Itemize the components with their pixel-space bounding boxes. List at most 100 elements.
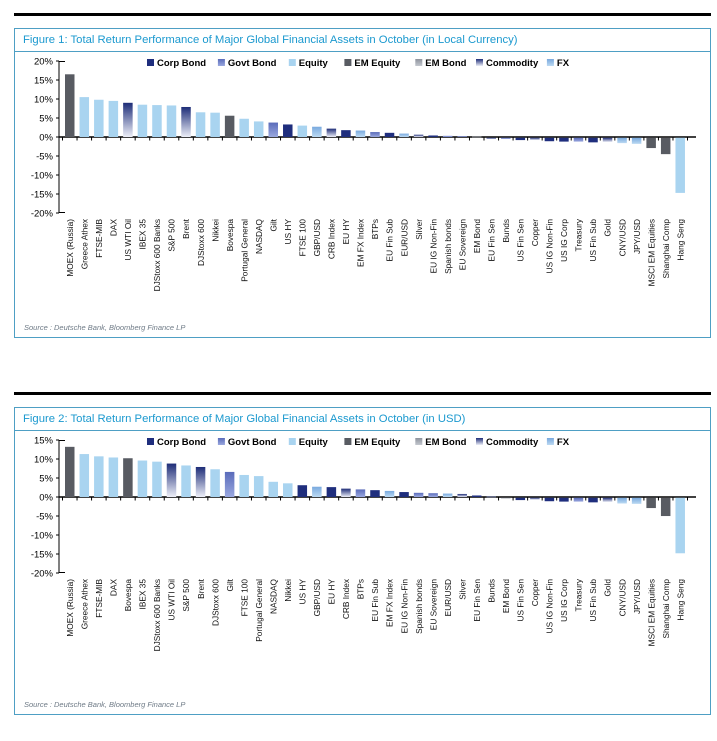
x-category-label: Nikkei	[210, 219, 220, 242]
bar-eu-hy	[326, 487, 337, 497]
bar-dax	[108, 100, 119, 137]
bar-jpy-usd	[631, 137, 642, 144]
legend-swatch-equity	[288, 59, 296, 66]
x-category-label: US Fin Sub	[588, 219, 598, 262]
bar-cny-usd	[617, 137, 627, 144]
x-category-label: Copper	[530, 219, 540, 246]
bar-us-fin-sen	[515, 497, 526, 501]
y-tick-label: 15%	[34, 76, 54, 87]
x-category-label: EM Bond	[472, 219, 482, 254]
x-category-label: US IG Non-Fin	[545, 219, 555, 274]
y-tick-label: -10%	[31, 171, 54, 182]
x-category-label: US IG Corp	[559, 219, 569, 262]
x-category-label: MSCI EM Equities	[646, 219, 656, 286]
x-category-label: EU IG Non-Fin	[428, 219, 438, 274]
y-tick-label: -5%	[36, 152, 53, 163]
bar-us-ig-corp	[559, 137, 569, 142]
figure-2-source: Source : Deutsche Bank, Bloomberg Financ…	[24, 700, 186, 709]
bar-msci-em-equities	[646, 137, 656, 149]
legend-swatch-govt-bond	[217, 59, 225, 66]
bar-treasury	[573, 497, 584, 502]
x-category-label: IBEX 35	[138, 219, 148, 250]
legend-swatch-commodity	[476, 438, 483, 445]
y-tick-label: -20%	[31, 569, 54, 580]
x-category-label: US Fin Sen	[516, 579, 526, 622]
bar-us-hy	[297, 485, 308, 497]
legend-label: EM Bond	[425, 437, 466, 448]
x-category-label: US Fin Sub	[588, 579, 598, 622]
bar-silver	[413, 134, 424, 137]
bar-us-hy	[283, 124, 293, 137]
x-category-label: EM FX Index	[385, 578, 395, 627]
x-category-label: MSCI EM Equities	[646, 579, 656, 646]
x-category-label: NASDAQ	[254, 218, 264, 254]
figure-2-top-rule	[14, 392, 711, 395]
bar-crb-index	[326, 128, 337, 137]
bar-us-fin-sen	[515, 137, 526, 141]
bar-gilt	[268, 122, 278, 137]
x-category-label: EU Fin Sub	[385, 219, 395, 262]
bar-hang-seng	[675, 497, 685, 554]
x-category-label: Gold	[603, 219, 613, 237]
bar-em-fx-index	[355, 130, 366, 137]
legend-swatch-corp-bond	[147, 59, 154, 66]
bar-shanghai-comp	[660, 497, 671, 517]
x-category-label: CNY/USD	[617, 579, 627, 616]
x-category-label: CRB Index	[327, 218, 337, 259]
bar-us-fin-sub	[588, 137, 598, 143]
x-category-label: Greece Athex	[79, 218, 89, 269]
legend-swatch-em-equity	[344, 438, 352, 445]
x-category-label: Shanghai Comp	[661, 579, 671, 639]
x-category-label: Portugal General	[254, 579, 264, 642]
bar-em-bond	[501, 497, 511, 499]
bar-ibex-35	[137, 104, 148, 137]
x-category-label: FTSE 100	[298, 219, 308, 257]
x-category-label: Treasury	[574, 218, 584, 251]
bar-btps	[355, 489, 366, 497]
bar-eu-ig-non-fin	[399, 492, 409, 497]
legend-label: FX	[557, 437, 570, 448]
bar-gbp-usd	[312, 486, 322, 497]
legend-swatch-em-equity	[344, 59, 352, 66]
bar-nasdaq	[268, 481, 278, 497]
legend-swatch-govt-bond	[217, 438, 225, 445]
bar-em-bond	[471, 136, 482, 138]
bar-bovespa	[224, 115, 235, 137]
x-category-label: IBEX 35	[138, 579, 148, 610]
x-category-label: BTPs	[370, 219, 380, 239]
x-category-label: Silver	[414, 219, 424, 240]
bar-nikkei	[283, 483, 293, 497]
legend-label: FX	[557, 58, 570, 69]
bar-eur-usd	[442, 493, 453, 497]
bar-djstoxx-600	[195, 112, 206, 137]
bar-copper	[530, 497, 540, 500]
bar-brent	[181, 106, 191, 137]
bar-treasury	[573, 137, 584, 142]
x-category-label: Hang Seng	[675, 219, 685, 261]
legend-label: Govt Bond	[228, 437, 277, 448]
x-category-label: EU HY	[327, 579, 337, 605]
x-category-label: DJStoxx 600	[196, 219, 206, 266]
bar-btps	[370, 132, 380, 137]
bar-em-fx-index	[384, 490, 395, 497]
bar-crb-index	[341, 488, 351, 497]
x-category-label: Gilt	[225, 578, 235, 591]
bar-moex-russia-	[65, 446, 75, 497]
x-category-label: Spanish bonds	[414, 579, 424, 634]
bar-eu-sovereign	[428, 493, 438, 497]
bar-hang-seng	[675, 137, 685, 193]
legend-swatch-fx	[546, 438, 554, 445]
x-category-label: EU Fin Sen	[472, 579, 482, 622]
x-category-label: EM Bond	[501, 579, 511, 614]
bar-ftse-mib	[94, 99, 104, 137]
x-category-label: EUR/USD	[443, 579, 453, 616]
x-category-label: Bunds	[486, 579, 496, 603]
bar-gilt	[224, 471, 235, 497]
x-category-label: Hang Seng	[675, 579, 685, 621]
x-category-label: EU Sovereign	[428, 579, 438, 631]
y-tick-label: -20%	[31, 209, 54, 220]
x-category-label: S&P 500	[181, 579, 191, 612]
x-category-label: EU Sovereign	[457, 219, 467, 271]
x-category-label: Brent	[181, 218, 191, 239]
bar-djstoxx-600-banks	[152, 105, 162, 137]
